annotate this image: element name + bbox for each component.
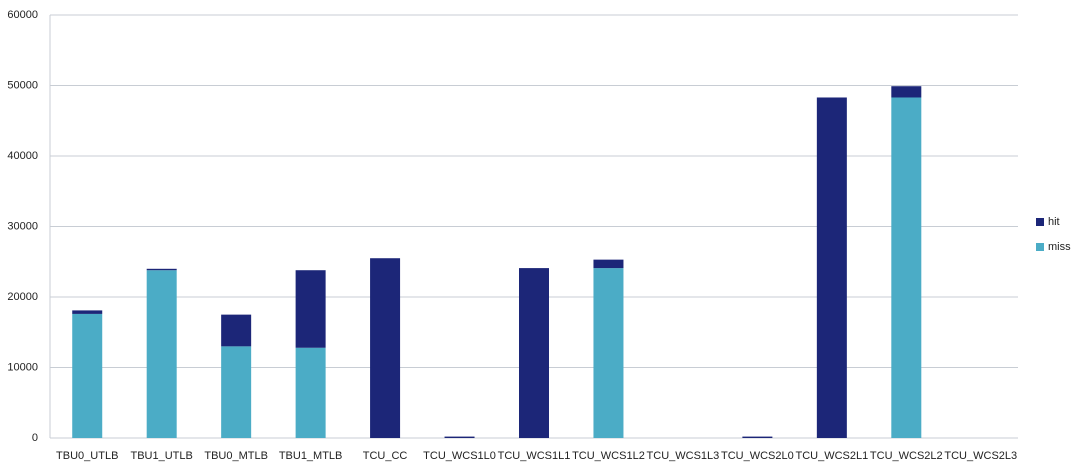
legend-label: miss: [1048, 241, 1071, 253]
bar-segment: [444, 436, 475, 438]
legend-label: hit: [1048, 216, 1060, 228]
bar-segment: [221, 314, 252, 347]
x-tick-label: TBU0_UTLB: [56, 450, 118, 462]
bar-segment: [742, 436, 773, 438]
bar-segment: [891, 97, 922, 439]
x-tick-label: TBU1_MTLB: [279, 450, 343, 462]
y-tick-label: 40000: [7, 150, 38, 162]
bar-segment: [519, 268, 549, 438]
bar-segment: [370, 258, 401, 438]
y-tick-label: 10000: [7, 361, 38, 373]
bar-segment: [816, 97, 847, 439]
x-tick-label: TCU_WCS2L2: [870, 450, 943, 462]
bar-segment: [593, 259, 624, 269]
x-tick-label: TCU_CC: [363, 450, 408, 462]
x-tick-label: TCU_WCS1L1: [498, 450, 571, 462]
bar-segment: [593, 268, 624, 438]
x-tick-label: TCU_WCS2L1: [795, 450, 868, 462]
x-tick-label: TBU0_MTLB: [204, 450, 268, 462]
bar-segment: [72, 310, 103, 314]
y-tick-label: 50000: [7, 79, 38, 91]
legend-swatch: [1036, 243, 1044, 251]
x-tick-label: TCU_WCS1L0: [423, 450, 496, 462]
bar-segment: [72, 313, 103, 438]
bar-segment: [146, 270, 177, 438]
bar-segment: [295, 347, 326, 438]
x-tick-label: TCU_WCS2L3: [944, 450, 1017, 462]
y-tick-label: 30000: [7, 220, 38, 232]
y-tick-label: 60000: [7, 9, 38, 21]
bar-segment: [221, 346, 252, 438]
x-tick-label: TBU1_UTLB: [131, 450, 193, 462]
x-tick-label: TCU_WCS1L3: [647, 450, 720, 462]
bar-segment: [146, 268, 177, 271]
bar-segment: [891, 86, 922, 98]
y-tick-label: 0: [32, 432, 38, 444]
bar-segment: [295, 270, 326, 348]
x-tick-label: TCU_WCS2L0: [721, 450, 794, 462]
legend-swatch: [1036, 218, 1044, 226]
y-tick-label: 20000: [7, 291, 38, 303]
x-tick-label: TCU_WCS1L2: [572, 450, 645, 462]
